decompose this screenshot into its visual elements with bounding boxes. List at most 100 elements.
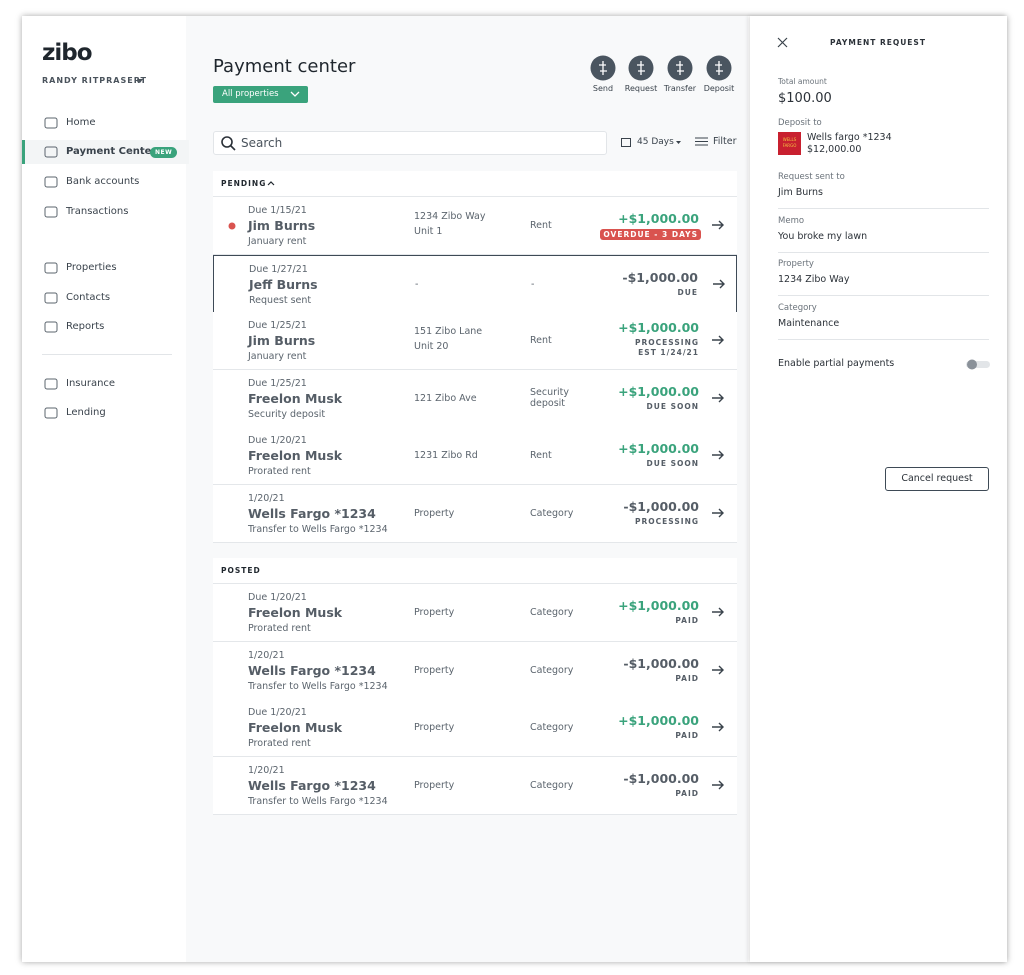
transaction-row[interactable]: Due 1/20/21 Freelon Musk Prorated rent Prop… (213, 584, 737, 642)
close-icon (777, 37, 788, 48)
nav-icon (44, 262, 58, 274)
icon-shape (44, 262, 58, 274)
action-label[interactable]: Transfer (663, 84, 697, 93)
icon-shape (137, 79, 143, 83)
row-amount: +$1,000.00 (618, 441, 699, 457)
nav-icon (44, 146, 58, 158)
nav-icon (44, 176, 58, 188)
transaction-row[interactable]: Due 1/15/21 Jim Burns January rent 1234 Zib… (213, 197, 737, 255)
cancel-button[interactable]: Cancel request (885, 467, 989, 491)
icon-shape (228, 222, 236, 230)
row-desc: Transfer to Wells Fargo *1234 (248, 795, 388, 807)
transaction-row[interactable]: 1/20/21 Wells Fargo *1234 Transfer to Well… (213, 756, 737, 815)
arrow-icon (713, 279, 725, 289)
action-label[interactable]: Deposit (703, 84, 735, 93)
row-status: DUE SOON (646, 401, 699, 411)
days-select[interactable]: 45 Days (637, 137, 674, 147)
row-name: Wells Fargo *1234 (248, 662, 376, 678)
row-date: Due 1/25/21 (248, 377, 307, 389)
transaction-row[interactable]: 1/20/21 Wells Fargo *1234 Transfer to Well… (213, 485, 737, 543)
action-label[interactable]: Request (624, 84, 658, 93)
row-status: PAID (675, 731, 699, 741)
row-name: Freelon Musk (248, 390, 343, 406)
row-amount: -$1,000.00 (623, 499, 699, 514)
toggle-label: Enable partial payments (778, 358, 895, 369)
row-property: 151 Zibo Lane (414, 326, 483, 338)
collapse-icon (267, 181, 275, 186)
calendar-icon (621, 138, 631, 147)
property-filter[interactable]: All properties (213, 86, 308, 103)
row-amount: -$1,000.00 (622, 269, 698, 285)
field-divider (778, 251, 989, 253)
transaction-row[interactable]: Due 1/25/21 Jim Burns January rent 151 Zibo… (213, 312, 737, 371)
row-amount: +$1,000.00 (618, 211, 699, 226)
caret (676, 141, 681, 144)
nav-item[interactable]: Insurance (66, 378, 116, 389)
arrow-icon (712, 607, 724, 617)
section-title: PENDING (221, 179, 267, 188)
transaction-row[interactable]: Due 1/27/21 Jeff Burns Request sent - - -$1,0… (213, 254, 737, 313)
nav-item[interactable]: Payment Center (66, 146, 157, 157)
action-label[interactable]: Send (592, 84, 614, 93)
row-property: 121 Zibo Ave (414, 392, 477, 404)
row-amount: +$1,000.00 (618, 598, 699, 613)
row-category: Category (530, 779, 574, 791)
field-divider (778, 338, 989, 340)
row-category: - (531, 278, 535, 290)
transaction-row[interactable]: Due 1/20/21 Freelon Musk Prorated rent Prop… (213, 699, 737, 758)
action-icon (706, 55, 732, 81)
field-label: Property (778, 259, 814, 269)
row-desc: January rent (248, 236, 307, 247)
field-value: You broke my lawn (778, 230, 868, 242)
row-desc: Security deposit (248, 408, 326, 420)
row-date: Due 1/27/21 (249, 263, 308, 275)
nav-item[interactable]: Home (66, 117, 96, 128)
row-name: Freelon Musk (248, 448, 343, 464)
user-name[interactable]: RANDY RITPRASERT (42, 76, 147, 85)
nav-item[interactable]: Reports (66, 321, 105, 332)
row-property: Property (414, 664, 455, 676)
nav-item[interactable]: Transactions (66, 206, 129, 217)
search-placeholder: Search (241, 136, 283, 150)
row-property: Property (414, 722, 455, 734)
transaction-row[interactable]: Due 1/25/21 Freelon Musk Security deposit 1… (213, 369, 737, 428)
icon-shape (676, 141, 681, 144)
row-amount: +$1,000.00 (618, 713, 699, 729)
icon-shape (712, 607, 724, 617)
filter-button[interactable]: Filter (713, 136, 737, 147)
nav-icon (44, 292, 58, 304)
icon-shape (44, 407, 58, 419)
arrow-icon (712, 780, 724, 790)
icon-shape (44, 176, 58, 188)
transaction-row[interactable]: 1/20/21 Wells Fargo *1234 Transfer to Well… (213, 641, 737, 700)
row-name: Freelon Musk (248, 605, 343, 620)
row-status: DUE SOON (646, 459, 699, 469)
icon-shape (221, 136, 233, 148)
nav-icon (44, 117, 58, 129)
row-date: Due 1/25/21 (248, 320, 307, 332)
row-status: PAID (675, 673, 699, 683)
nav-item[interactable]: Lending (66, 407, 106, 418)
action-icon (667, 55, 693, 81)
row-date: Due 1/20/21 (248, 592, 307, 603)
search-box[interactable]: Search (213, 131, 607, 155)
filter-label: All properties (222, 89, 279, 99)
icon-shape (267, 181, 275, 186)
nav-item[interactable]: Contacts (66, 292, 111, 303)
row-amount: +$1,000.00 (618, 320, 699, 336)
icon-shape (290, 91, 300, 97)
icon-shape (676, 61, 684, 75)
arrow-icon (712, 220, 724, 230)
field-divider (778, 208, 989, 209)
icon-shape (44, 321, 58, 333)
row-name: Wells Fargo *1234 (248, 777, 376, 793)
icon-shape (715, 61, 723, 75)
nav-item[interactable]: Bank accounts (66, 176, 140, 187)
nav-item[interactable]: Properties (66, 262, 117, 273)
logo: zibo (42, 40, 93, 66)
page-title: Payment center (213, 56, 356, 77)
row-property: 1231 Zibo Rd (414, 450, 478, 462)
row-category: Category (530, 664, 574, 676)
transaction-row[interactable]: Due 1/20/21 Freelon Musk Prorated rent 1231… (213, 427, 737, 486)
action-icon (590, 55, 616, 81)
